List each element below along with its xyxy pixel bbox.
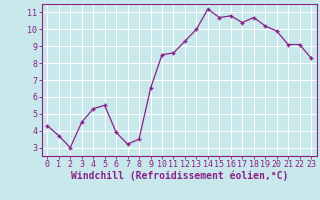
X-axis label: Windchill (Refroidissement éolien,°C): Windchill (Refroidissement éolien,°C) — [70, 171, 288, 181]
